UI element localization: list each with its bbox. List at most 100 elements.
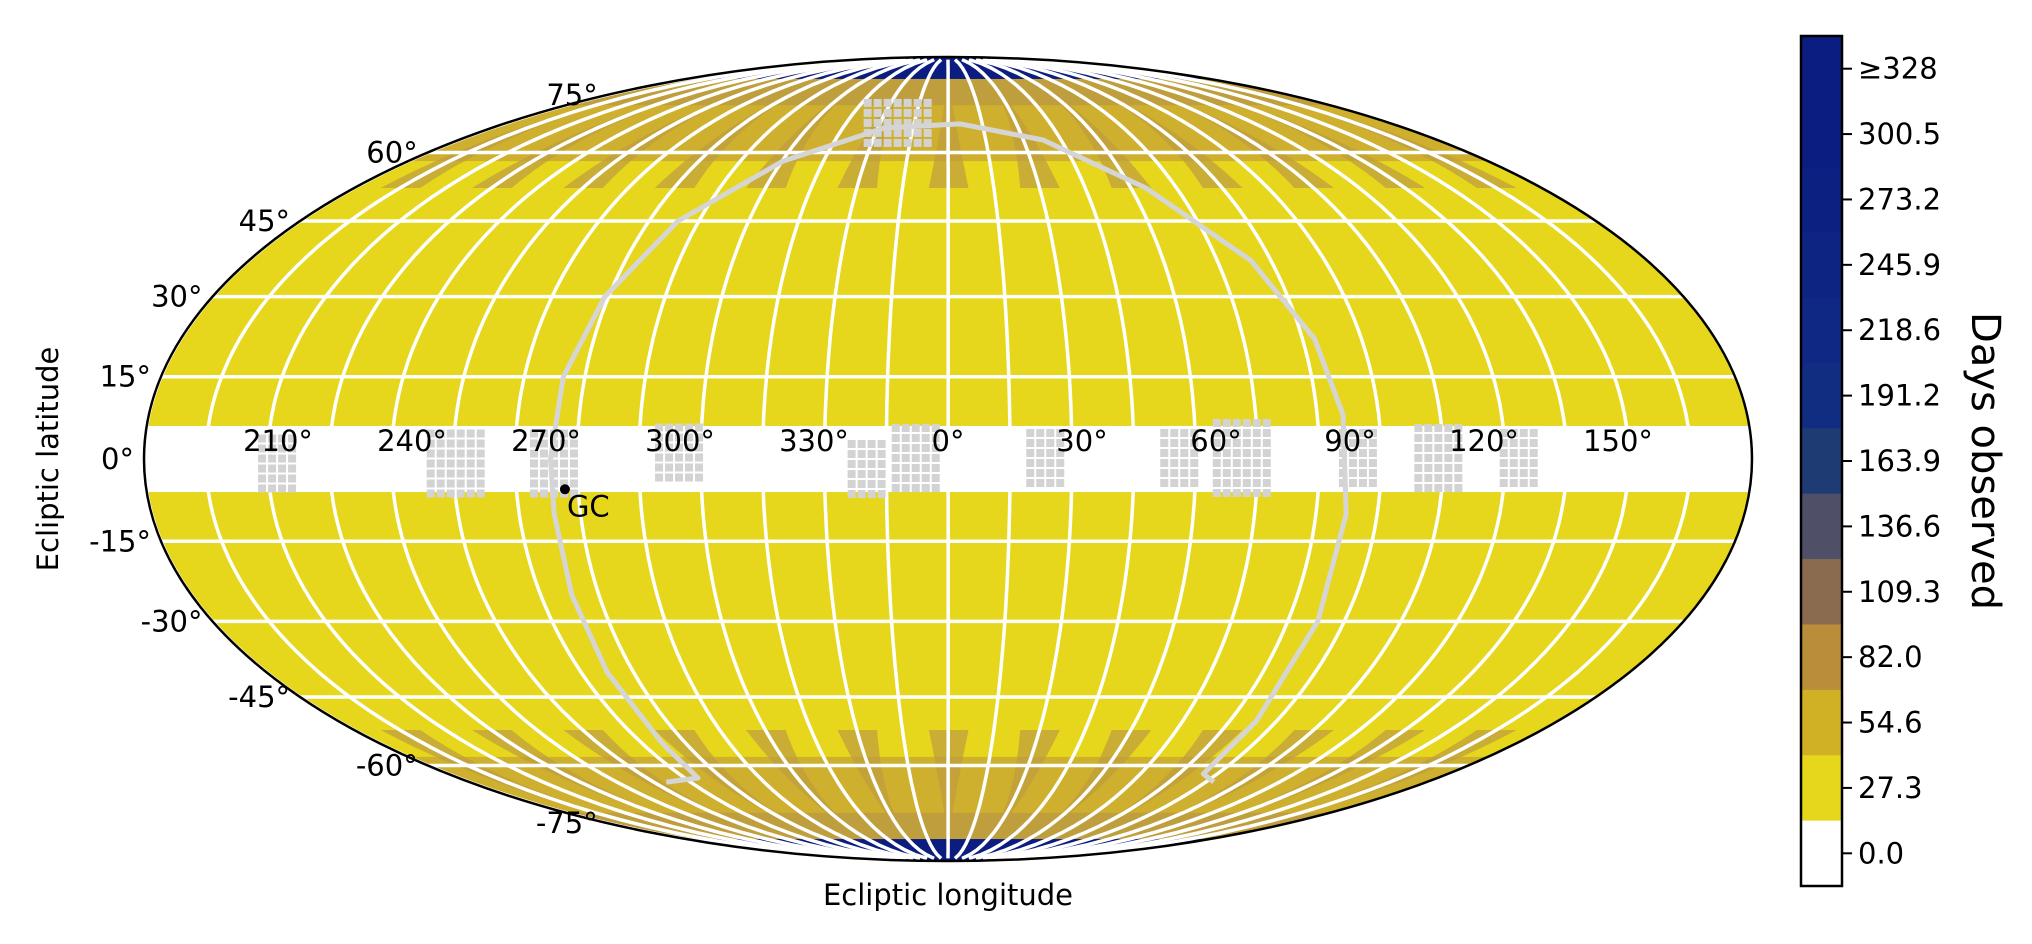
field-tile bbox=[695, 473, 704, 482]
field-tile bbox=[1414, 444, 1423, 452]
field-tile bbox=[1026, 449, 1035, 457]
field-tile bbox=[1252, 439, 1261, 447]
field-tile bbox=[873, 118, 882, 127]
meridian-overlap-wedge bbox=[472, 730, 805, 850]
field-tile bbox=[1170, 479, 1179, 487]
field-tile bbox=[1348, 469, 1357, 477]
colorbar-segment bbox=[1801, 689, 1842, 756]
field-footprint-block bbox=[1499, 429, 1538, 487]
longitude-tick-label: 0° bbox=[932, 424, 965, 458]
longitude-tick-label: 270° bbox=[511, 424, 581, 458]
field-tile bbox=[857, 440, 866, 449]
longitude-tick-label: 300° bbox=[645, 424, 715, 458]
field-tile bbox=[268, 444, 277, 453]
field-tile bbox=[873, 108, 882, 117]
field-tile bbox=[1222, 469, 1231, 477]
field-tile bbox=[675, 463, 684, 472]
field-tile bbox=[883, 108, 892, 117]
colorbar-tick-label: 136.6 bbox=[1858, 509, 1941, 543]
field-tile bbox=[1190, 449, 1199, 457]
galactic-center-label: GC bbox=[567, 489, 610, 523]
field-tile bbox=[1262, 479, 1271, 487]
field-tile bbox=[278, 464, 287, 473]
field-tile bbox=[436, 449, 445, 458]
field-tile bbox=[863, 108, 872, 117]
field-tile bbox=[549, 449, 558, 458]
field-tile bbox=[539, 469, 548, 478]
field-tile bbox=[1444, 484, 1453, 492]
field-tile bbox=[655, 463, 664, 472]
field-tile bbox=[1424, 464, 1433, 472]
field-tile bbox=[559, 469, 568, 478]
field-tile bbox=[1434, 484, 1443, 492]
field-tile bbox=[1454, 434, 1463, 442]
colorbar-segment bbox=[1801, 428, 1842, 495]
field-tile bbox=[288, 434, 297, 443]
field-tile bbox=[891, 454, 900, 462]
field-tile bbox=[931, 454, 940, 462]
field-tile bbox=[1222, 489, 1231, 497]
field-tile bbox=[665, 453, 674, 462]
field-tile bbox=[1434, 444, 1443, 452]
field-tile bbox=[1499, 429, 1508, 437]
field-tile bbox=[1519, 459, 1528, 467]
field-tile bbox=[665, 443, 674, 452]
field-tile bbox=[903, 98, 912, 107]
field-tile bbox=[436, 489, 445, 498]
field-tile bbox=[1454, 424, 1463, 432]
field-tile bbox=[1424, 434, 1433, 442]
field-tile bbox=[288, 464, 297, 473]
field-tile bbox=[675, 453, 684, 462]
field-tile bbox=[883, 98, 892, 107]
field-tile bbox=[1368, 429, 1377, 437]
field-tile bbox=[1242, 459, 1251, 467]
latitude-tick-label: 0° bbox=[101, 442, 134, 476]
field-tile bbox=[1190, 429, 1199, 437]
longitude-tick-label: 120° bbox=[1449, 424, 1519, 458]
field-tile bbox=[873, 128, 882, 137]
field-tile bbox=[1519, 439, 1528, 447]
field-tile bbox=[426, 439, 435, 448]
field-tile bbox=[1434, 424, 1443, 432]
field-tile bbox=[268, 484, 277, 493]
field-tile bbox=[1368, 459, 1377, 467]
meridian-overlap-wedge bbox=[1063, 730, 1334, 850]
field-tile bbox=[446, 429, 455, 438]
field-tile bbox=[867, 480, 876, 489]
field-tile bbox=[466, 459, 475, 468]
colorbar-tick-label: ≥328 bbox=[1858, 52, 1938, 86]
meridian-overlap-wedge bbox=[563, 730, 834, 850]
field-tile bbox=[436, 469, 445, 478]
field-footprint-block bbox=[1160, 429, 1199, 487]
field-tile bbox=[911, 434, 920, 442]
field-tile bbox=[665, 473, 674, 482]
field-tile bbox=[1252, 479, 1261, 487]
field-tile bbox=[476, 469, 485, 478]
field-tile bbox=[258, 444, 267, 453]
field-tile bbox=[1046, 449, 1055, 457]
field-tile bbox=[456, 459, 465, 468]
field-tile bbox=[1056, 459, 1065, 467]
field-tile bbox=[1036, 479, 1045, 487]
field-tile bbox=[268, 464, 277, 473]
field-tile bbox=[867, 490, 876, 499]
field-tile bbox=[456, 479, 465, 488]
galactic-center-marker bbox=[559, 484, 570, 495]
field-tile bbox=[685, 463, 694, 472]
field-tile bbox=[1262, 469, 1271, 477]
field-tile bbox=[1434, 434, 1443, 442]
meridian-overlap-wedge bbox=[654, 730, 862, 850]
field-tile bbox=[456, 469, 465, 478]
field-tile bbox=[1026, 439, 1035, 447]
field-tile bbox=[1358, 479, 1367, 487]
field-tile bbox=[529, 429, 538, 438]
field-tile bbox=[911, 464, 920, 472]
field-tile bbox=[1180, 429, 1189, 437]
field-tile bbox=[529, 479, 538, 488]
colorbar-tick-label: 245.9 bbox=[1858, 248, 1941, 282]
colorbar-segment bbox=[1801, 755, 1842, 822]
field-tile bbox=[1434, 464, 1443, 472]
field-tile bbox=[655, 473, 664, 482]
field-tile bbox=[857, 450, 866, 459]
field-tile bbox=[258, 454, 267, 463]
